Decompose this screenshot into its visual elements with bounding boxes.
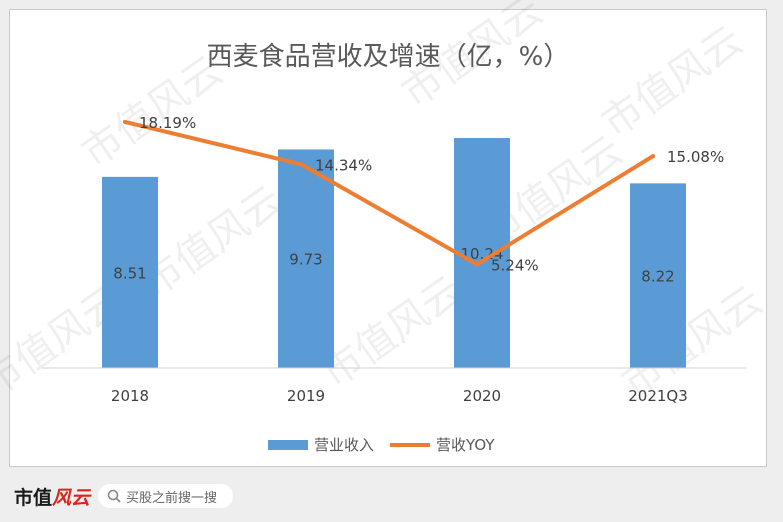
bar-2018 xyxy=(102,176,158,368)
legend-label-yoy: 营收YOY xyxy=(436,436,495,454)
line-data-label: 14.34% xyxy=(315,156,372,174)
bar-data-label: 8.22 xyxy=(641,268,674,286)
legend: 营业收入 营收YOY xyxy=(268,434,511,455)
chart-plot: 2018 2019 2020 2021Q3 8.51 9.73 10.24 8.22 18.… xyxy=(42,114,746,405)
search-placeholder: 买股之前搜一搜 xyxy=(126,490,218,506)
series-line-yoy xyxy=(123,119,655,267)
bar-2019 xyxy=(278,149,334,368)
chart-title: 西麦食品营收及增速（亿，%） xyxy=(206,42,570,72)
x-tick-label: 2018 xyxy=(111,387,149,405)
x-tick-label: 2021Q3 xyxy=(628,387,688,405)
legend-item-revenue: 营业收入 xyxy=(268,434,374,455)
line-data-label: 15.08% xyxy=(667,148,724,166)
line-point xyxy=(123,119,127,124)
bar-data-label: 9.73 xyxy=(289,251,322,269)
legend-swatch-bar xyxy=(268,439,308,450)
search-box[interactable]: 买股之前搜一搜 xyxy=(98,484,234,508)
line-data-label: 18.19% xyxy=(139,114,196,132)
x-tick-label: 2019 xyxy=(287,387,325,405)
line-data-label: 5.24% xyxy=(491,256,539,274)
footer: 市值风云 买股之前搜一搜 xyxy=(14,483,234,509)
line-point xyxy=(299,162,303,167)
x-tick-label: 2020 xyxy=(463,387,501,405)
bar-data-label: 10.24 xyxy=(461,245,504,263)
legend-item-yoy: 营收YOY xyxy=(390,434,495,455)
legend-label-revenue: 营业收入 xyxy=(314,436,375,454)
bar-data-label: 8.51 xyxy=(113,264,146,282)
bar-2020 xyxy=(454,138,510,368)
bar-2021Q3 xyxy=(630,183,686,368)
legend-swatch-line xyxy=(390,442,431,447)
brand-logo: 市值风云 xyxy=(14,486,91,509)
line-point xyxy=(475,262,479,267)
chart-card: 市值风云 市值风云 市值风云 市值风云 市值风云 市值风云 市值风云 市值风云 … xyxy=(0,0,771,467)
line-point xyxy=(651,154,655,159)
magnifier-icon xyxy=(107,489,121,503)
